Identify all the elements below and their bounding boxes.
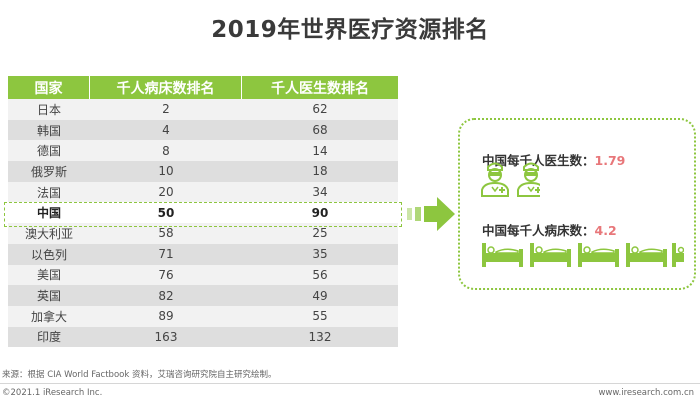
footer-divider xyxy=(0,383,700,384)
beds-rank-cell: 4 xyxy=(162,123,170,138)
doctors-rank-cell: 62 xyxy=(312,102,328,117)
table-row: 日本 2 62 xyxy=(8,99,398,120)
beds-rank-cell: 76 xyxy=(158,267,174,282)
beds-rank-cell: 50 xyxy=(157,205,175,220)
table-row: 韩国 4 68 xyxy=(8,119,398,141)
right-arrow-icon xyxy=(407,197,455,231)
doctor-icon-partial xyxy=(517,162,540,197)
table-body: 日本 2 62 韩国 4 68 德国 8 14 俄罗斯 10 18 法国 20 34 中国 50 90 澳大利亚 58… xyxy=(8,99,398,348)
doctor-icons xyxy=(480,160,546,198)
china-highlight-box xyxy=(4,202,402,227)
doctor-icon xyxy=(481,162,509,197)
table-row: 加拿大 89 55 xyxy=(8,305,398,327)
beds-per-thousand-label: 中国每千人病床数： xyxy=(482,223,595,238)
beds-rank-cell: 89 xyxy=(158,309,174,324)
country-cell: 中国 xyxy=(36,206,61,221)
beds-rank-cell: 2 xyxy=(162,102,170,117)
source-note: 来源：根据 CIA World Factbook 资料，艾瑞咨询研究院自主研究绘… xyxy=(2,370,277,380)
beds-per-thousand-value: 4.2 xyxy=(594,223,617,238)
column-header-country: 国家 xyxy=(8,76,90,99)
doctors-rank-cell: 34 xyxy=(312,185,328,200)
bed-icon xyxy=(482,243,523,267)
country-cell: 以色列 xyxy=(30,247,67,262)
country-cell: 韩国 xyxy=(36,123,61,138)
china-stats-panel: 中国每千人医生数：1.79 中国每千人病床数：4.2 xyxy=(458,118,696,290)
country-cell: 英国 xyxy=(36,289,61,304)
beds-rank-cell: 163 xyxy=(154,329,178,344)
doctors-per-thousand-label: 中国每千人医生数： xyxy=(482,153,595,168)
country-cell: 法国 xyxy=(36,185,61,200)
table-row: 英国 82 49 xyxy=(8,285,398,306)
table-row: 美国 76 56 xyxy=(8,264,398,286)
bed-icon xyxy=(578,243,619,267)
doctors-rank-cell: 56 xyxy=(312,267,328,282)
column-header-doctors-rank: 千人医生数排名 xyxy=(271,80,369,97)
column-header-beds-rank: 千人病床数排名 xyxy=(90,76,242,99)
bed-icon xyxy=(530,243,571,267)
table-header-row: 国家 千人病床数排名 千人医生数排名 xyxy=(8,76,398,99)
beds-rank-cell: 10 xyxy=(158,164,174,179)
country-cell: 澳大利亚 xyxy=(24,226,73,241)
doctors-per-thousand: 中国每千人医生数：1.79 xyxy=(482,150,625,169)
table-row: 印度 163 132 xyxy=(8,326,398,348)
table-row-highlighted: 中国 50 90 xyxy=(8,202,398,224)
doctors-rank-cell: 55 xyxy=(312,309,328,324)
bed-icons xyxy=(480,239,684,269)
country-cell: 俄罗斯 xyxy=(30,164,67,179)
doctors-per-thousand-value: 1.79 xyxy=(594,153,626,168)
table-row: 法国 20 34 xyxy=(8,181,398,203)
country-cell: 加拿大 xyxy=(30,309,67,324)
table-row: 以色列 71 35 xyxy=(8,243,398,265)
doctors-rank-cell: 18 xyxy=(312,164,328,179)
doctors-rank-cell: 35 xyxy=(312,247,328,262)
bed-icon-partial xyxy=(672,243,684,267)
country-cell: 日本 xyxy=(36,102,61,117)
beds-rank-cell: 20 xyxy=(158,185,174,200)
copyright: ©2021.1 iResearch Inc. xyxy=(2,388,103,398)
doctors-rank-cell: 132 xyxy=(308,329,332,344)
table-row: 德国 8 14 xyxy=(8,140,398,162)
doctors-rank-cell: 49 xyxy=(312,288,328,303)
doctors-rank-cell: 25 xyxy=(312,226,328,241)
country-cell: 美国 xyxy=(36,268,61,283)
country-cell: 德国 xyxy=(36,144,61,159)
doctors-rank-cell: 68 xyxy=(312,123,328,138)
doctors-rank-cell: 90 xyxy=(311,205,329,220)
beds-rank-cell: 58 xyxy=(158,226,174,241)
website-link[interactable]: www.iresearch.com.cn xyxy=(598,388,694,398)
table-row: 俄罗斯 10 18 xyxy=(8,161,398,182)
beds-per-thousand: 中国每千人病床数：4.2 xyxy=(482,220,617,239)
beds-rank-cell: 82 xyxy=(158,288,174,303)
table-row: 澳大利亚 58 25 xyxy=(8,223,398,244)
beds-rank-cell: 8 xyxy=(162,143,170,158)
country-cell: 印度 xyxy=(36,330,61,345)
bed-icon xyxy=(626,243,667,267)
beds-rank-cell: 71 xyxy=(158,247,174,262)
page-title: 2019年世界医疗资源排名 xyxy=(211,17,489,43)
doctors-rank-cell: 14 xyxy=(312,143,328,158)
ranking-table: 国家 千人病床数排名 千人医生数排名 日本 2 62 韩国 4 68 德国 8 14 俄罗斯 10 1… xyxy=(8,76,398,348)
